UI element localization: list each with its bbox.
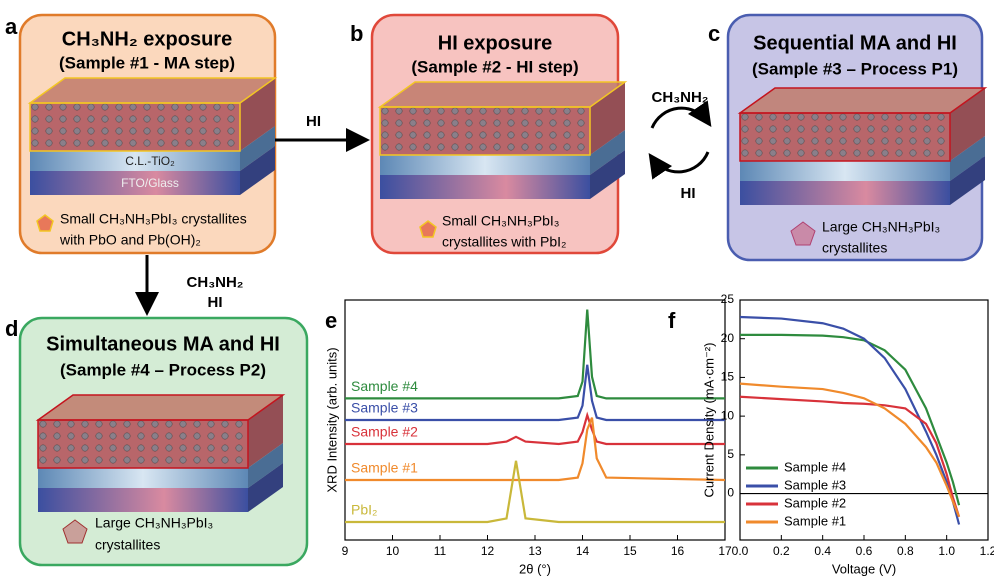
panel-subtitle: (Sample #3 – Process P1) — [752, 59, 958, 78]
layer-stack — [38, 395, 283, 512]
caption: Large CH₃NH₃PbI₃ — [95, 515, 213, 531]
arrow-label: CH₃NH₂ — [652, 89, 709, 106]
x-tick-label: 0.4 — [814, 544, 831, 558]
series-line — [740, 397, 959, 517]
y-axis-label: Current Density (mA·cm⁻²) — [701, 343, 716, 498]
caption: crystallites — [822, 240, 887, 256]
layer-stack — [380, 82, 625, 199]
layer-label: C.L.-TiO₂ — [125, 154, 175, 168]
x-tick-label: 16 — [671, 544, 685, 558]
series-label: Sample #1 — [351, 460, 418, 476]
panel-letter: b — [350, 21, 363, 46]
x-axis-label: Voltage (V) — [832, 561, 896, 576]
x-tick-label: 0.8 — [897, 544, 914, 558]
panel-subtitle: (Sample #1 - MA step) — [59, 53, 235, 72]
figure: a CH₃NH₂ exposure (Sample #1 - MA step) … — [0, 0, 994, 581]
x-tick-label: 0.2 — [773, 544, 790, 558]
panel-letter: e — [325, 308, 337, 333]
caption: with PbO and Pb(OH)₂ — [59, 232, 201, 248]
y-tick-label: 0 — [727, 486, 734, 500]
panel-subtitle: (Sample #2 - HI step) — [411, 57, 578, 76]
x-tick-label: 14 — [576, 544, 590, 558]
panel-title: Sequential MA and HI — [753, 32, 957, 54]
caption: Small CH₃NH₃PbI₃ — [442, 213, 559, 229]
panel-letter: d — [5, 316, 18, 341]
x-tick-label: 0.0 — [732, 544, 749, 558]
x-tick-label: 0.6 — [856, 544, 873, 558]
legend-label: Sample #2 — [784, 495, 846, 510]
arrow-label: CH₃NH₂ — [187, 274, 244, 291]
legend-label: Sample #3 — [784, 477, 846, 492]
series-label: Sample #3 — [351, 400, 418, 416]
x-tick-label: 9 — [342, 544, 349, 558]
x-tick-label: 13 — [528, 544, 542, 558]
layer-stack — [740, 88, 985, 205]
caption: crystallites with PbI₂ — [442, 234, 566, 250]
legend-label: Sample #4 — [784, 459, 846, 474]
x-tick-label: 12 — [481, 544, 495, 558]
panel-letter: c — [708, 21, 720, 46]
y-tick-label: 5 — [727, 447, 734, 461]
panel-letter: f — [668, 308, 676, 333]
series-line — [740, 335, 959, 505]
series-label: PbI₂ — [351, 502, 377, 518]
x-axis-label: 2θ (°) — [519, 561, 551, 576]
x-tick-label: 15 — [623, 544, 637, 558]
x-tick-label: 10 — [386, 544, 400, 558]
caption: Large CH₃NH₃PbI₃ — [822, 219, 940, 235]
series-label: Sample #4 — [351, 378, 418, 394]
y-tick-label: 10 — [721, 408, 735, 422]
caption: Small CH₃NH₃PbI₃ crystallites — [60, 211, 247, 227]
x-tick-label: 1.0 — [938, 544, 955, 558]
legend-label: Sample #1 — [784, 513, 846, 528]
arrow — [652, 108, 708, 128]
y-tick-label: 25 — [721, 292, 735, 306]
panel-subtitle: (Sample #4 – Process P2) — [60, 360, 266, 379]
y-axis-label: XRD Intensity (arb. units) — [324, 347, 339, 492]
x-tick-label: 1.2 — [980, 544, 994, 558]
y-tick-label: 15 — [721, 370, 735, 384]
x-tick-label: 11 — [434, 544, 447, 558]
arrow-label: HI — [208, 294, 223, 311]
panel-title: HI exposure — [438, 32, 552, 54]
y-tick-label: 20 — [721, 331, 735, 345]
layer-label: FTO/Glass — [121, 176, 179, 190]
panel-title: CH₃NH₂ exposure — [62, 28, 232, 50]
caption: crystallites — [95, 537, 160, 553]
series-label: Sample #2 — [351, 424, 418, 440]
x-tick-label: 17 — [718, 544, 732, 558]
arrow — [652, 152, 708, 172]
arrow-label: HI — [306, 113, 321, 130]
arrow-label: HI — [681, 185, 696, 202]
panel-letter: a — [5, 14, 18, 39]
panel-title: Simultaneous MA and HI — [46, 333, 280, 355]
